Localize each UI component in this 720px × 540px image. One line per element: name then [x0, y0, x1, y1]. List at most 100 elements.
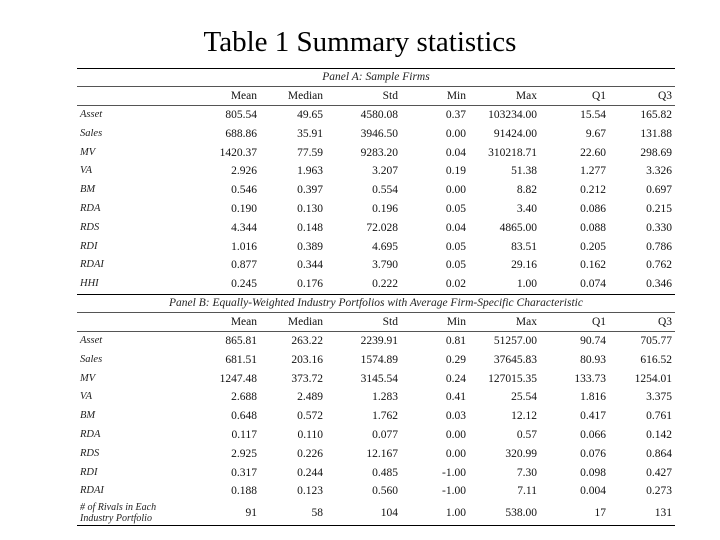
cell-mean: 1420.37 [219, 146, 257, 159]
cell-median: 1.963 [297, 165, 323, 178]
cell-min: 0.04 [445, 221, 466, 234]
cell-q1: 0.098 [580, 466, 606, 479]
column-header-q1: Q1 [591, 315, 606, 328]
row-label: RDAI [80, 259, 104, 271]
table-row: HHI 0.245 0.176 0.222 0.02 1.00 0.074 0.346 [77, 275, 675, 294]
cell-max: 7.30 [516, 466, 537, 479]
cell-q3: 0.697 [646, 184, 672, 197]
cell-q3: 131 [654, 507, 672, 520]
table-row: RDA 0.117 0.110 0.077 0.00 0.57 0.066 0.142 [77, 426, 675, 445]
cell-std: 0.560 [372, 485, 398, 498]
cell-q3: 131.88 [640, 127, 672, 140]
cell-mean: 805.54 [225, 109, 257, 121]
cell-min: 0.24 [445, 372, 466, 385]
top-rule [77, 68, 675, 69]
table-row: MV 1420.37 77.59 9283.20 0.04 310218.71 22.60 2… [77, 144, 675, 163]
row-label: RDA [80, 428, 101, 440]
panel-a-title: Panel A: Sample Firms [322, 71, 430, 83]
cell-median: 263.22 [291, 334, 323, 347]
cell-q1: 9.67 [585, 127, 606, 140]
cell-std: 4.695 [372, 240, 398, 253]
row-label: MV [80, 146, 96, 158]
cell-q3: 0.273 [646, 485, 672, 498]
row-label: RDS [80, 447, 100, 459]
cell-std: 0.485 [372, 466, 398, 479]
cell-std: 1.283 [372, 391, 398, 404]
cell-mean: 0.117 [231, 428, 257, 441]
table-row: RDI 0.317 0.244 0.485 -1.00 7.30 0.098 0.427 [77, 464, 675, 483]
cell-mean: 2.688 [231, 391, 257, 404]
cell-median: 0.123 [297, 485, 323, 498]
table-row: Asset 805.54 49.65 4580.08 0.37 103234.00 15.5… [77, 106, 675, 125]
cell-q3: 0.330 [646, 221, 672, 234]
table-row: RDAI 0.877 0.344 3.790 0.05 29.16 0.162 0.762 [77, 256, 675, 275]
column-header-mean: Mean [230, 315, 257, 328]
cell-mean: 681.51 [225, 353, 257, 366]
cell-min: 0.05 [445, 240, 466, 253]
cell-max: 103234.00 [488, 109, 537, 121]
table-row: RDS 2.925 0.226 12.167 0.00 320.99 0.076 0.864 [77, 445, 675, 464]
cell-median: 373.72 [291, 372, 323, 385]
cell-std: 104 [380, 507, 398, 520]
row-label: RDA [80, 202, 101, 214]
cell-min: 0.41 [445, 391, 466, 404]
cell-min: 0.03 [445, 410, 466, 423]
cell-mean: 0.546 [231, 184, 257, 197]
cell-max: 7.11 [517, 485, 537, 498]
cell-median: 0.572 [297, 410, 323, 423]
cell-q1: 15.54 [580, 109, 606, 121]
cell-min: -1.00 [442, 485, 466, 498]
cell-max: 0.57 [516, 428, 537, 441]
cell-max: 12.12 [511, 410, 537, 423]
cell-max: 83.51 [511, 240, 537, 253]
cell-min: 0.29 [445, 353, 466, 366]
cell-median: 0.344 [297, 259, 323, 272]
cell-median: 58 [311, 507, 324, 520]
column-header-max: Max [515, 90, 537, 102]
cell-q3: 0.761 [646, 410, 672, 423]
cell-std: 0.554 [372, 184, 398, 197]
panel-a-bottom-rule [77, 293, 675, 295]
panel-a-header-rule [77, 105, 675, 106]
cell-std: 3145.54 [360, 372, 398, 385]
column-header-q1: Q1 [591, 90, 606, 102]
cell-std: 1574.89 [360, 353, 398, 366]
cell-min: -1.00 [442, 466, 466, 479]
cell-std: 3.790 [372, 259, 398, 272]
row-label: Asset [80, 334, 103, 346]
table-row: RDAI 0.188 0.123 0.560 -1.00 7.11 0.004 0.273 [77, 482, 675, 501]
cell-median: 0.389 [297, 240, 323, 253]
cell-mean: 0.877 [231, 259, 257, 272]
cell-q3: 616.52 [640, 353, 672, 366]
cell-median: 203.16 [291, 353, 323, 366]
cell-max: 8.82 [516, 184, 537, 197]
row-label: BM [80, 184, 96, 196]
cell-mean: 0.245 [231, 278, 257, 291]
row-label: BM [80, 410, 96, 422]
cell-q3: 0.346 [646, 278, 672, 291]
table-row: Asset 865.81 263.22 2239.91 0.81 51257.00 90.7… [77, 332, 675, 351]
table-row: MV 1247.48 373.72 3145.54 0.24 127015.35 133.7… [77, 370, 675, 389]
row-label: Sales [80, 127, 103, 139]
cell-q3: 0.215 [646, 202, 672, 215]
cell-median: 0.176 [297, 278, 323, 291]
cell-q1: 0.066 [580, 428, 606, 441]
summary-statistics-table: Panel A: Sample Firms Mean Median Std Mi… [77, 68, 675, 527]
table-row: RDS 4.344 0.148 72.028 0.04 4865.00 0.088 0.330 [77, 219, 675, 238]
cell-min: 1.00 [445, 507, 466, 520]
cell-std: 4580.08 [360, 109, 398, 121]
cell-min: 0.00 [445, 127, 466, 140]
cell-max: 51.38 [511, 165, 537, 178]
cell-q1: 0.417 [580, 410, 606, 423]
row-label: RDI [80, 240, 98, 252]
table-row: RDA 0.190 0.130 0.196 0.05 3.40 0.086 0.215 [77, 200, 675, 219]
cell-max: 310218.71 [488, 146, 537, 159]
cell-q1: 0.212 [580, 184, 606, 197]
cell-q3: 3.326 [646, 165, 672, 178]
row-label: Sales [80, 353, 103, 365]
column-header-min: Min [446, 90, 466, 102]
cell-std: 3946.50 [360, 127, 398, 140]
cell-q3: 0.427 [646, 466, 672, 479]
row-label: Asset [80, 109, 103, 120]
cell-max: 25.54 [511, 391, 537, 404]
